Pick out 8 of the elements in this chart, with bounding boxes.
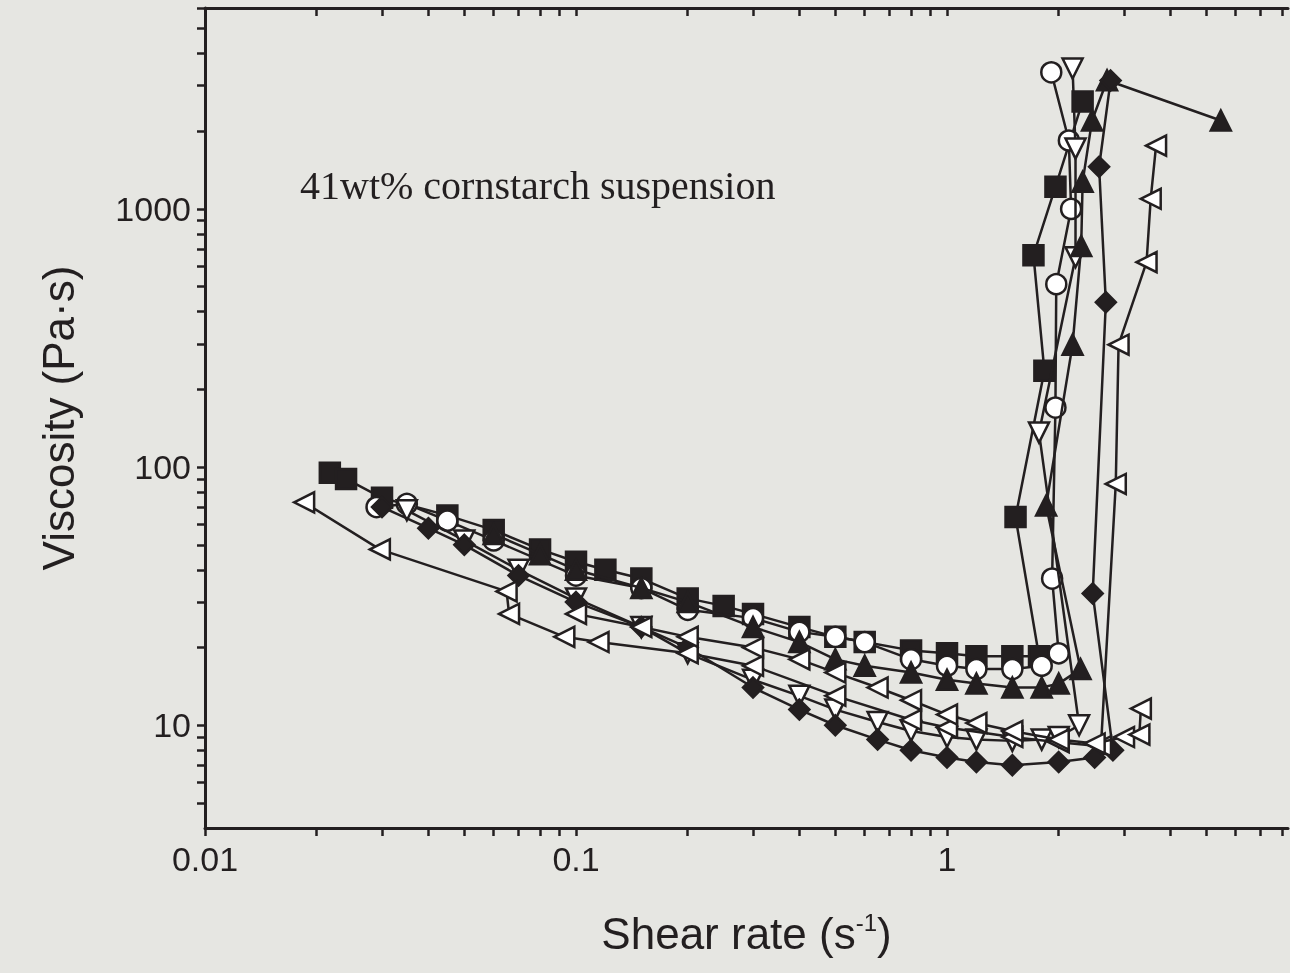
x-tick-label: 1: [937, 840, 957, 878]
y-tick-label: 10: [153, 706, 191, 745]
y-axis-title: Viscosity (Pa·s): [33, 265, 83, 571]
annotation: 41wt% cornstarch suspension: [300, 162, 776, 208]
y-tick-label: 1000: [115, 189, 191, 228]
x-tick-label: 0.01: [171, 840, 239, 878]
x-tick-label: 0.1: [552, 840, 600, 878]
y-tick-label: 100: [134, 448, 191, 487]
